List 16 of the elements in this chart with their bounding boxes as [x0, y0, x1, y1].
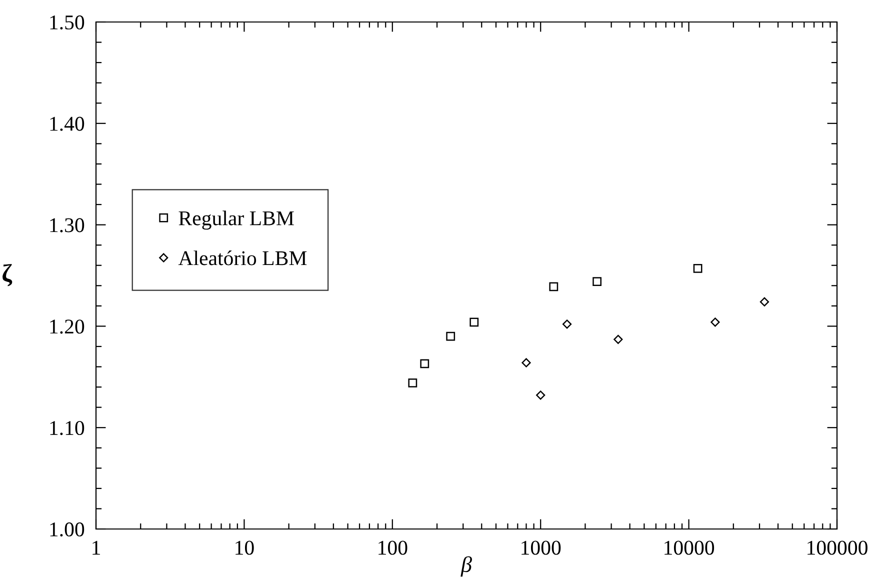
x-tick-label: 1 — [92, 540, 100, 555]
x-axis-title: β — [460, 556, 472, 577]
legend-label: Aleatório LBM — [178, 250, 307, 266]
y-tick-label: 1.00 — [50, 522, 84, 537]
x-tick-label: 1000 — [522, 540, 561, 555]
y-tick-label: 1.50 — [50, 15, 84, 30]
y-tick-label: 1.30 — [50, 218, 84, 232]
y-tick-label: 1.20 — [50, 320, 84, 334]
y-tick-label: 1.10 — [50, 420, 84, 436]
x-tick-label: 10000 — [664, 540, 714, 555]
x-tick-label: 100000 — [808, 540, 868, 555]
y-axis-title: ζ — [2, 264, 12, 286]
y-tick-label: 1.40 — [50, 116, 84, 131]
x-tick-label: 100 — [378, 540, 408, 555]
legend-label: Regular LBM — [178, 210, 294, 230]
x-tick-label: 10 — [236, 540, 254, 555]
